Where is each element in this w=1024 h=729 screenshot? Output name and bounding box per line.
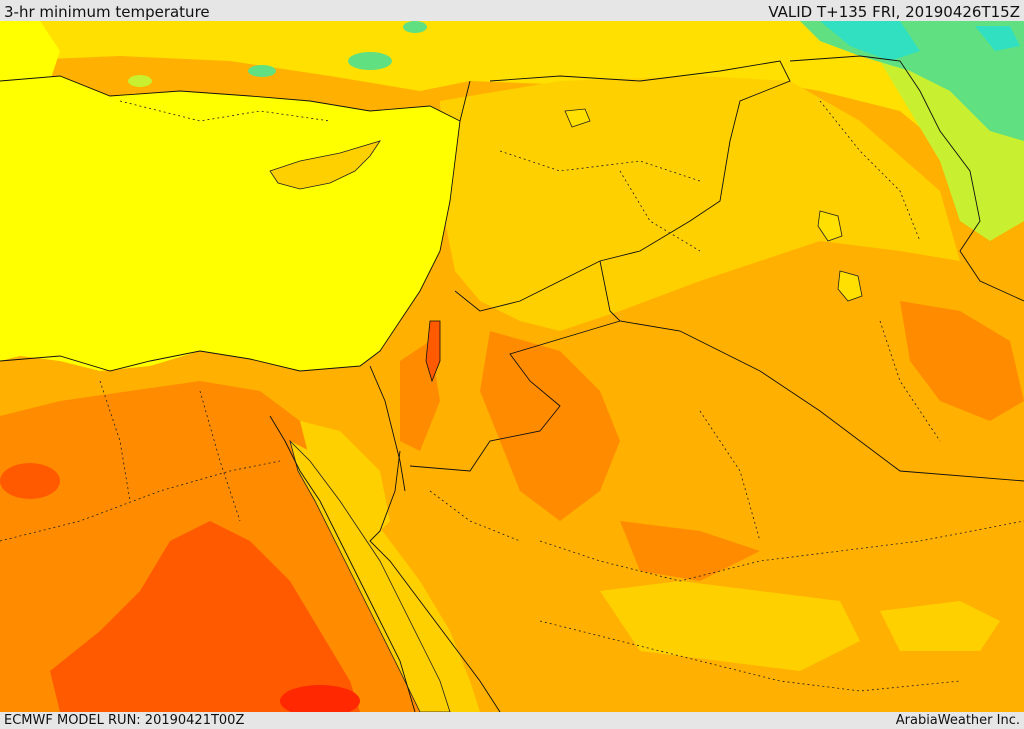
zone-egypt-redorange2 bbox=[0, 463, 60, 499]
zone-green-spot4 bbox=[128, 75, 152, 87]
border-turkey-iraq bbox=[789, 55, 1024, 302]
map-canvas bbox=[0, 21, 1024, 712]
temperature-map[interactable] bbox=[0, 21, 1024, 712]
zone-north-yellow bbox=[0, 21, 1024, 171]
assad-lake bbox=[564, 108, 591, 128]
razazza-lake bbox=[837, 270, 863, 302]
border-jordan-saudi bbox=[409, 320, 621, 472]
aegean-sea bbox=[0, 21, 60, 91]
coastline-suez bbox=[269, 415, 416, 712]
zone-egypt-redorange bbox=[50, 521, 360, 712]
mediterranean-sea bbox=[0, 76, 460, 371]
cyprus-island bbox=[269, 140, 381, 190]
border-syria-iraq bbox=[454, 60, 791, 312]
coastline-arabia-west bbox=[369, 450, 501, 712]
zone-arabia-darkorange2 bbox=[900, 301, 1024, 421]
coastline-levant bbox=[0, 80, 471, 372]
zone-green-spot2 bbox=[248, 65, 276, 77]
zone-arabia-darkorange1 bbox=[480, 331, 620, 521]
dead-sea bbox=[425, 320, 441, 383]
zone-egypt-red bbox=[280, 685, 360, 712]
zone-green-spot3 bbox=[403, 21, 427, 33]
map-header: 3-hr minimum temperature VALID T+135 FRI… bbox=[0, 0, 1024, 21]
zone-ne-cyan bbox=[820, 21, 920, 61]
zone-arabia-light2 bbox=[880, 601, 1000, 651]
province-borders bbox=[0, 100, 1024, 692]
map-footer: ECMWF MODEL RUN: 20190421T00Z ArabiaWeat… bbox=[0, 712, 1024, 729]
tharthar-lake bbox=[817, 210, 843, 242]
zone-green-spot1 bbox=[348, 52, 392, 70]
zone-ne-green2 bbox=[800, 21, 1024, 141]
zone-syria-lightorange bbox=[440, 76, 960, 331]
border-sinai-israel bbox=[369, 365, 406, 492]
zone-arabia-light1 bbox=[600, 581, 860, 671]
red-sea bbox=[289, 439, 451, 712]
coastline-turkey bbox=[0, 75, 461, 122]
valid-time-label: VALID T+135 FRI, 20190426T15Z bbox=[768, 3, 1020, 21]
zone-ne-cyan2 bbox=[975, 26, 1020, 51]
map-title: 3-hr minimum temperature bbox=[4, 3, 210, 21]
zone-arabia-darkorange3 bbox=[620, 521, 760, 581]
zone-sinai-light bbox=[300, 421, 390, 541]
border-jordan-iraq bbox=[599, 260, 1024, 482]
model-run-label: ECMWF MODEL RUN: 20190421T00Z bbox=[4, 713, 245, 728]
credit-label: ArabiaWeather Inc. bbox=[895, 713, 1020, 728]
